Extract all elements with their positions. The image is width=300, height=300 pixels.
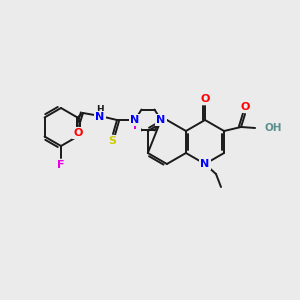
Text: O: O: [240, 102, 250, 112]
Text: S: S: [108, 136, 116, 146]
Text: H: H: [96, 106, 104, 115]
Text: N: N: [130, 115, 140, 125]
Text: N: N: [156, 115, 166, 125]
Text: O: O: [73, 128, 83, 138]
Text: N: N: [95, 112, 105, 122]
Text: OH: OH: [264, 123, 282, 133]
Text: O: O: [200, 94, 210, 104]
Text: F: F: [57, 160, 65, 170]
Text: N: N: [200, 159, 210, 169]
Text: F: F: [133, 121, 141, 131]
